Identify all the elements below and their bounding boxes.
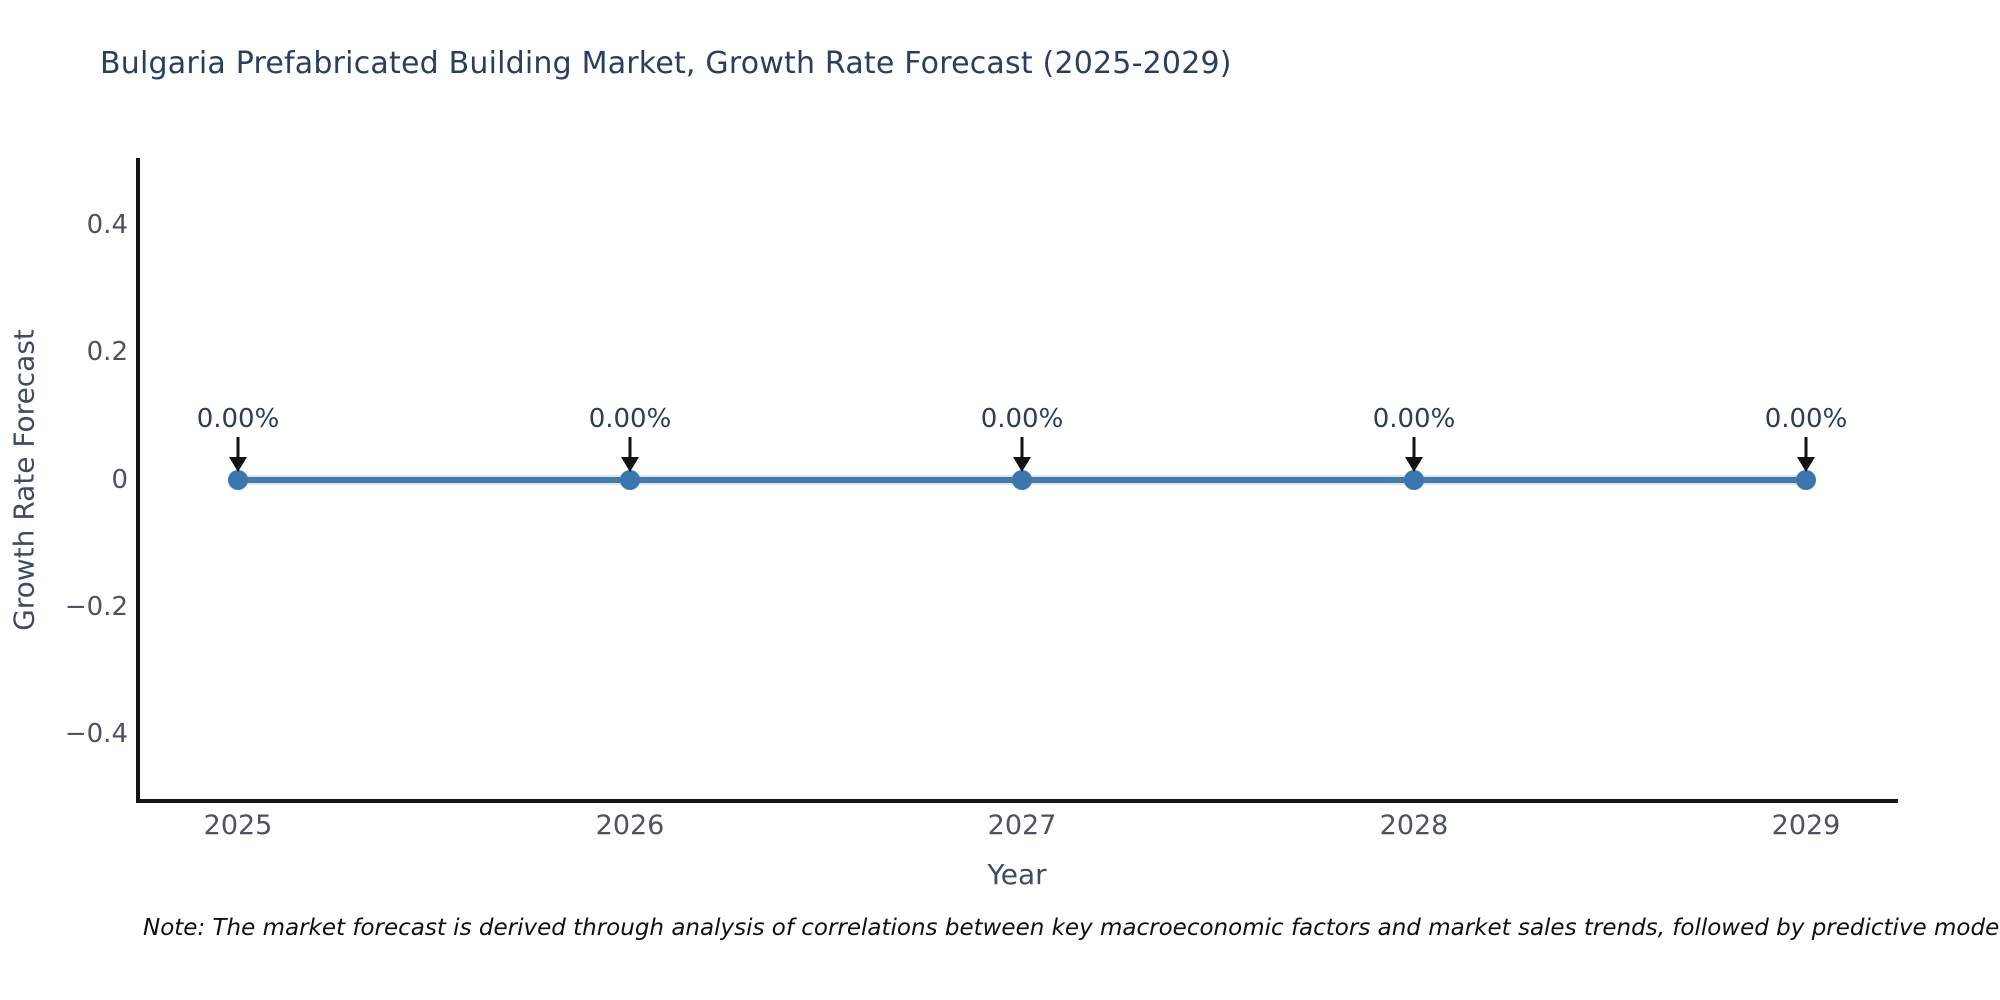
x-tick-label: 2027 [987,810,1057,841]
data-point-label: 0.00% [588,404,672,434]
footnote: Note: The market forecast is derived thr… [143,915,2000,941]
y-tick-label: 0.4 [86,210,128,240]
annotation-arrow-head [1405,457,1423,472]
y-tick-label: 0 [111,464,128,495]
annotation-arrow-head [1797,457,1815,472]
x-tick-label: 2029 [1771,810,1841,841]
x-axis-spine [136,799,1898,803]
y-axis-spine [136,158,140,803]
data-point-marker [1012,470,1032,490]
annotation-arrow-stem [1412,437,1416,459]
data-point-marker [228,470,248,490]
data-point-label: 0.00% [1764,404,1848,434]
annotation-arrow-stem [1804,437,1808,459]
annotation-arrow-head [1013,457,1031,472]
y-tick-label: −0.4 [64,719,128,749]
data-point-marker [1796,470,1816,490]
data-point-label: 0.00% [196,404,280,434]
x-axis-label: Year [987,858,1047,891]
x-tick-label: 2028 [1379,810,1449,841]
data-point-label: 0.00% [1372,404,1456,434]
annotation-arrow-head [229,457,247,472]
x-tick-label: 2026 [595,810,665,841]
footnote-container: Note: The market forecast is derived thr… [0,905,2000,955]
data-point-marker [620,470,640,490]
annotation-arrow-stem [628,437,632,459]
annotation-arrow-head [621,457,639,472]
annotation-arrow-stem [236,437,240,459]
y-tick-label: −0.2 [64,591,128,622]
data-point-marker [1404,470,1424,490]
chart-title: Bulgaria Prefabricated Building Market, … [100,46,1232,81]
data-point-label: 0.00% [980,404,1064,434]
annotation-arrow-stem [1020,437,1024,459]
x-tick-label: 2025 [203,810,273,841]
y-tick-label: 0.2 [86,337,128,368]
